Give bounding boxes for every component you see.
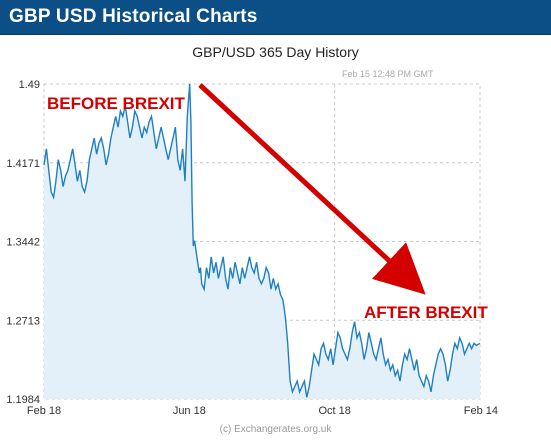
annotation-after-brexit: AFTER BREXIT bbox=[364, 303, 488, 322]
y-tick-label: 1.3442 bbox=[6, 237, 40, 249]
annotation-before-brexit: BEFORE BREXIT bbox=[47, 94, 186, 113]
chart-title: GBP/USD 365 Day History bbox=[192, 44, 359, 60]
trend-arrow bbox=[198, 83, 426, 295]
credit-text: (c) Exchangerates.org.uk bbox=[219, 424, 332, 435]
y-tick-label: 1.49 bbox=[19, 79, 40, 91]
x-tick-label: Jun 18 bbox=[173, 405, 206, 417]
series-line bbox=[43, 83, 481, 398]
header-bar: GBP USD Historical Charts bbox=[0, 0, 551, 35]
y-tick-label: 1.1984 bbox=[6, 394, 40, 406]
x-tick-label: Oct 18 bbox=[318, 405, 350, 417]
x-tick-label: Feb 14 bbox=[464, 405, 498, 417]
y-tick-label: 1.2713 bbox=[6, 315, 40, 327]
x-tick-label: Feb 18 bbox=[27, 405, 61, 417]
timestamp-label: Feb 15 12:48 PM GMT bbox=[342, 69, 434, 79]
area-fill bbox=[44, 84, 480, 399]
page-title: GBP USD Historical Charts bbox=[9, 6, 258, 27]
y-tick-label: 1.4171 bbox=[6, 158, 40, 170]
